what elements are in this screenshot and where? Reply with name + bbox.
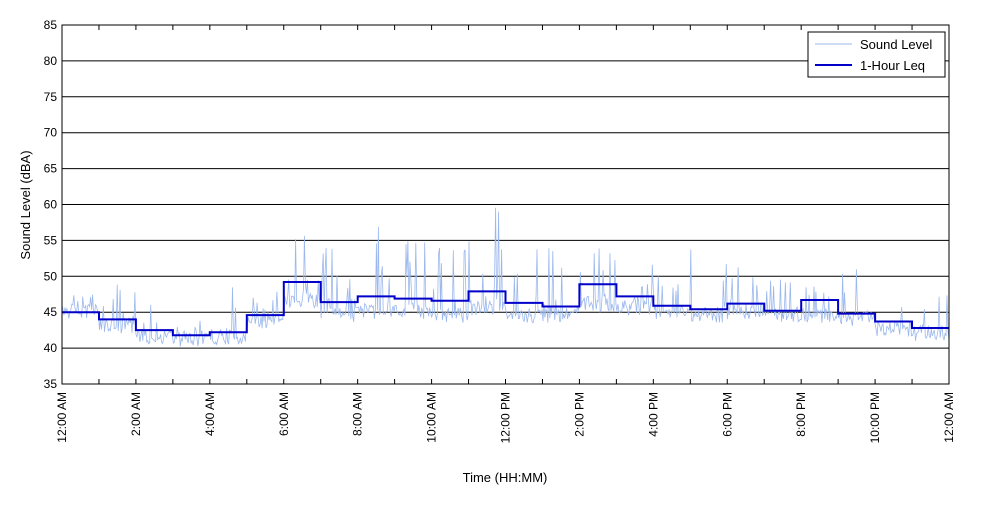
x-tick-label: 12:00 AM [942, 392, 956, 443]
y-tick-label: 35 [44, 377, 58, 391]
y-tick-label: 55 [44, 233, 58, 247]
x-tick-label: 12:00 AM [55, 392, 69, 443]
y-tick-label: 70 [44, 126, 58, 140]
legend-label-1-hour-leq: 1-Hour Leq [860, 58, 925, 73]
x-tick-label: 12:00 PM [499, 392, 513, 443]
line-sound-level [61, 207, 950, 347]
x-tick-label: 6:00 PM [720, 392, 734, 437]
y-tick-label: 60 [44, 198, 58, 212]
y-tick-label: 65 [44, 162, 58, 176]
x-tick-label: 6:00 AM [277, 392, 291, 436]
line-1-hour-leq [62, 281, 949, 337]
x-tick-label: 2:00 PM [572, 392, 586, 437]
grid-lines [62, 60, 949, 349]
x-tick-label: 10:00 PM [868, 392, 882, 443]
y-tick-label: 50 [44, 269, 58, 283]
y-tick-label: 75 [44, 90, 58, 104]
legend: Sound Level 1-Hour Leq [807, 31, 946, 78]
x-tick-label: 4:00 PM [646, 392, 660, 437]
x-tick-label: 8:00 PM [794, 392, 808, 437]
series-sound-level [61, 207, 950, 347]
legend-box [807, 31, 946, 78]
x-tick-label: 2:00 AM [129, 392, 143, 436]
y-tick-label: 80 [44, 54, 58, 68]
x-tick-label: 8:00 AM [351, 392, 365, 436]
y-tick-label: 85 [44, 18, 58, 32]
legend-label-sound-level: Sound Level [860, 37, 932, 52]
x-axis-title: Time (HH:MM) [463, 470, 548, 485]
y-tick-label: 45 [44, 305, 58, 319]
y-tick-label: 40 [44, 341, 58, 355]
y-axis-title: Sound Level (dBA) [18, 150, 33, 259]
x-axis-ticks: 12:00 AM 2:00 AM 4:00 AM 6:00 AM 8:00 AM 10:0… [55, 25, 956, 443]
x-tick-label: 10:00 AM [425, 392, 439, 443]
x-tick-label: 4:00 AM [203, 392, 217, 436]
series-1-hour-leq [62, 281, 949, 337]
y-axis-ticks: 35 40 45 50 55 60 65 70 75 80 85 [44, 18, 58, 391]
